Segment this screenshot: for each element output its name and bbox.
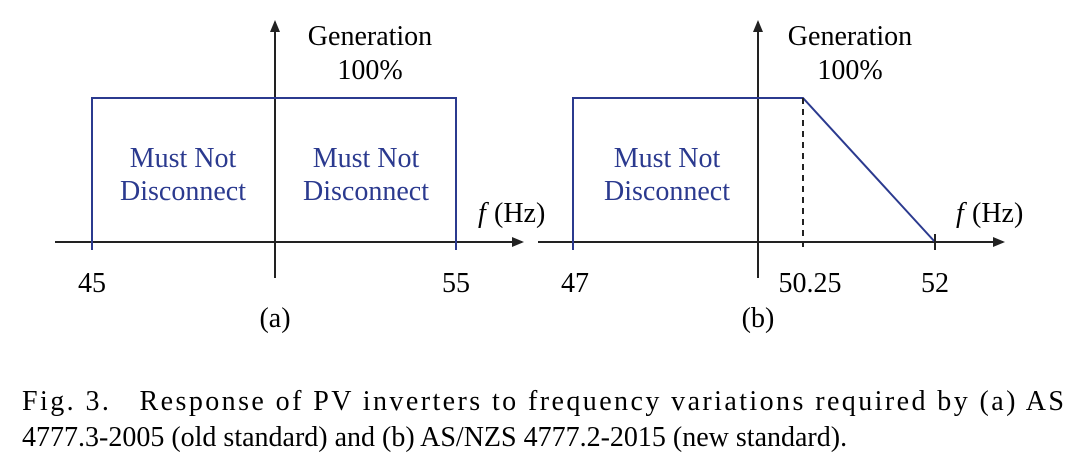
- y-level: 100%: [337, 55, 402, 86]
- region-text: Disconnect: [604, 176, 730, 207]
- caption: 4777.3-2005 (old standard) and (b) AS/NZ…: [22, 422, 847, 453]
- y-label: Generation: [788, 21, 912, 52]
- region-text: Must Not: [130, 143, 237, 174]
- region-text: Must Not: [313, 143, 420, 174]
- region-text: Disconnect: [120, 176, 246, 207]
- x-symbol: f: [956, 198, 967, 229]
- x-unit: (Hz): [494, 198, 545, 229]
- tick-label: 52: [921, 268, 949, 299]
- y-label: Generation: [308, 21, 432, 52]
- x-unit: (Hz): [972, 198, 1023, 229]
- region-text: Must Not: [614, 143, 721, 174]
- caption: Fig. 3. Response of PV inverters to freq…: [22, 386, 1064, 417]
- tick-label: 50.25: [779, 268, 842, 299]
- x-symbol: f: [478, 198, 489, 229]
- region-text: Disconnect: [303, 176, 429, 207]
- panel-label: (a): [259, 303, 290, 334]
- panel-label: (b): [742, 303, 775, 334]
- panel-a: Generation 100% Must Not Disconnect Must…: [55, 20, 545, 334]
- response-curve: [91, 97, 457, 250]
- panel-b: Generation 100% Must Not Disconnect f (H…: [538, 20, 1023, 334]
- tick-label: 45: [78, 268, 106, 299]
- tick-label: 55: [442, 268, 470, 299]
- response-curve: [572, 97, 936, 250]
- y-level: 100%: [817, 55, 882, 86]
- tick-label: 47: [561, 268, 589, 299]
